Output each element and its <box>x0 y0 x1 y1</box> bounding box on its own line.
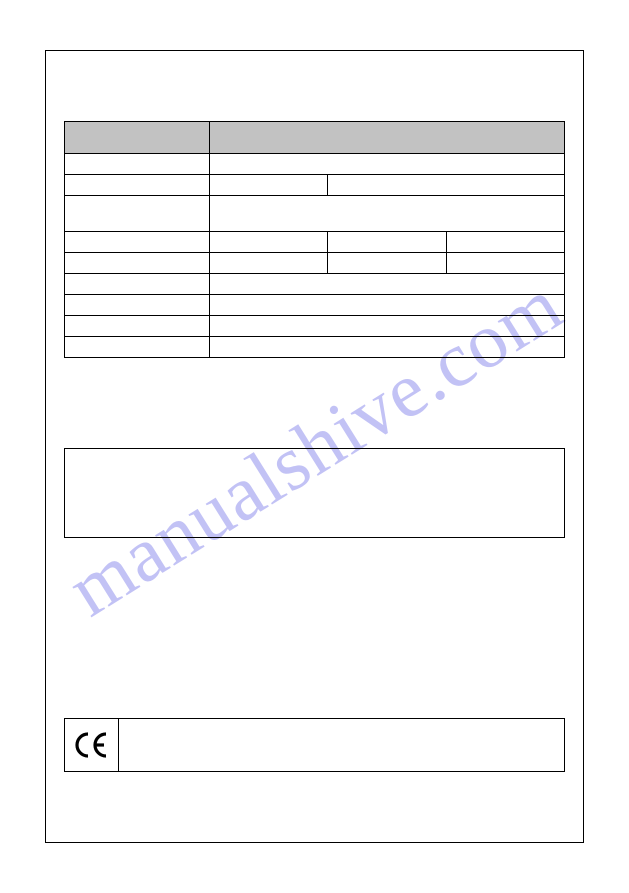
row-value <box>446 253 564 274</box>
row-label <box>65 232 210 253</box>
table-row <box>65 295 565 316</box>
spec-table <box>64 121 565 358</box>
table-row <box>65 337 565 358</box>
row-value <box>210 232 328 253</box>
row-value <box>328 232 446 253</box>
table-row <box>65 154 565 175</box>
ce-mark-cell <box>65 719 119 771</box>
table-row <box>65 232 565 253</box>
row-label <box>65 175 210 196</box>
row-label <box>65 253 210 274</box>
row-label <box>65 316 210 337</box>
info-box <box>64 448 565 538</box>
content-area <box>46 51 583 792</box>
row-value <box>210 154 565 175</box>
row-value <box>210 337 565 358</box>
ce-compliance-row <box>64 718 565 772</box>
row-value <box>210 274 565 295</box>
table-header-row <box>65 122 565 154</box>
row-value <box>210 295 565 316</box>
page-frame: manualshive.com <box>45 50 584 843</box>
row-value <box>328 175 565 196</box>
table-row <box>65 175 565 196</box>
table-row <box>65 196 565 232</box>
ce-text-cell <box>119 719 564 771</box>
row-label <box>65 295 210 316</box>
header-cell-2 <box>210 122 565 154</box>
row-value <box>446 232 564 253</box>
row-label <box>65 196 210 232</box>
row-label <box>65 274 210 295</box>
row-label <box>65 337 210 358</box>
ce-mark-icon <box>74 732 110 758</box>
row-value <box>210 253 328 274</box>
row-label <box>65 154 210 175</box>
row-value <box>210 175 328 196</box>
row-value <box>328 253 446 274</box>
row-value <box>210 316 565 337</box>
table-row <box>65 274 565 295</box>
header-cell-1 <box>65 122 210 154</box>
row-value <box>210 196 565 232</box>
table-row <box>65 316 565 337</box>
table-row <box>65 253 565 274</box>
